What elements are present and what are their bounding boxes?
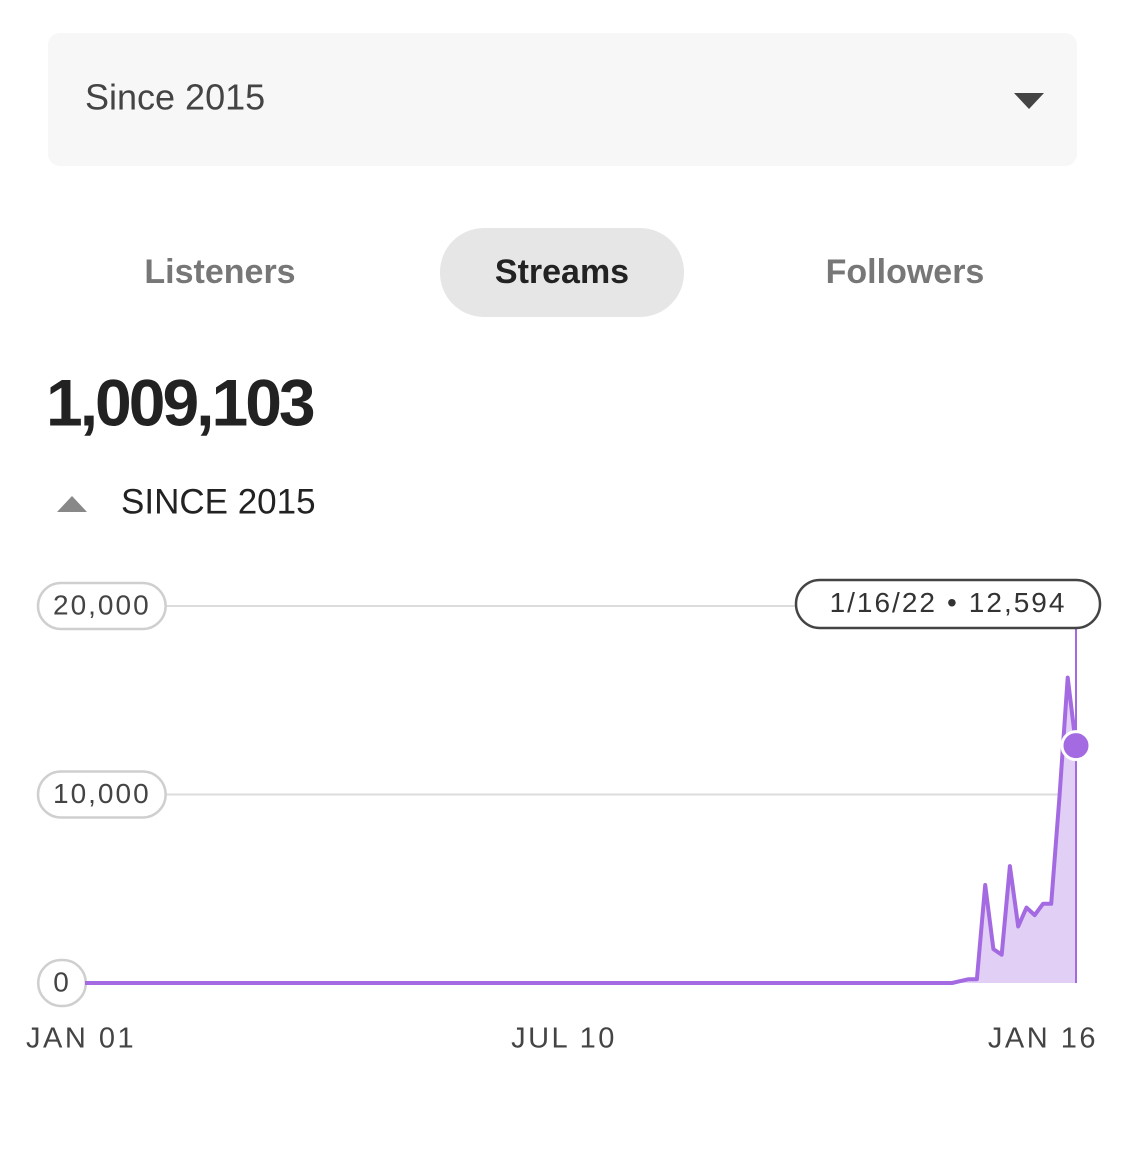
tab[interactable]: Streams [495,253,629,291]
tooltip-box [794,578,1102,630]
tooltip-separator: • [947,587,959,618]
tab[interactable]: Followers [826,253,985,291]
line [85,675,1078,985]
y-tick-pill [36,770,167,819]
tooltip: 1/16/22 • 12,594 [794,578,1102,630]
tooltip-value-label: 12,594 [969,587,1067,618]
up-arrow [57,496,87,512]
y-tick-label: 10,000 [53,778,151,809]
dropdown-arrow [1014,93,1044,109]
x-tick-label: JAN 01 [26,1023,136,1055]
dropdown-box [48,33,1077,166]
tooltip-date: 1/16/22 [830,587,937,618]
point-marker [1060,730,1092,762]
tooltip-text: 1/16/22 • 12,594 [830,587,1067,618]
x-tick-label: JAN 16 [988,1023,1098,1055]
y-tick-pill [36,581,167,631]
y-tick-label: 0 [53,966,71,997]
dropdown[interactable]: Since 2015 [48,33,1077,166]
dropdown-label: Since 2015 [85,77,265,118]
y-tick-label: 20,000 [53,589,151,620]
area [85,677,1076,983]
x-tick-label: JUL 10 [511,1023,617,1055]
tab-selected-pill [440,228,684,317]
tab[interactable]: Listeners [144,253,295,291]
total: 1,009,103 [46,365,314,439]
change-label: SINCE 2015 [121,482,316,521]
